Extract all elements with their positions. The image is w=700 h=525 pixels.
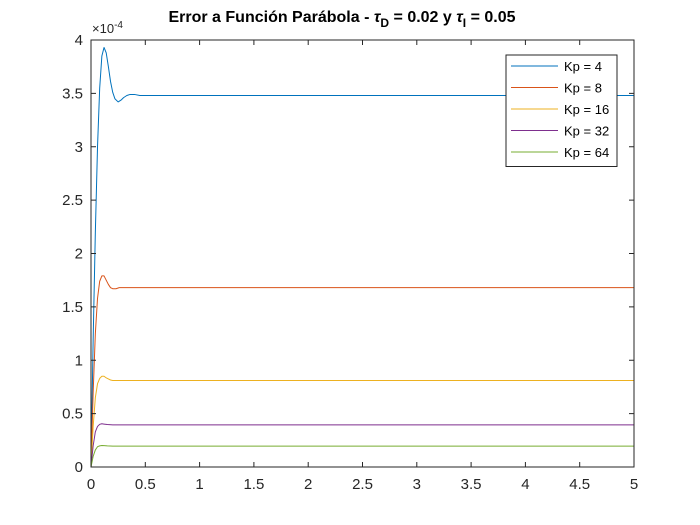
legend-box xyxy=(505,54,618,167)
axes: 0 0.5 1 1.5 2 2.5 3 3.5 4 4.5 5 0 0.5 1 1.5 2 2.5 3 3.5 4 xyxy=(62,32,638,493)
legend-label-4: Kp = 64 xyxy=(564,145,609,160)
title-part-tau-i: τ xyxy=(456,9,464,26)
title-part-sub-i: I xyxy=(463,16,466,30)
y-tick-label-3: 1.5 xyxy=(62,299,83,316)
x-tick-label-6: 3 xyxy=(413,476,421,493)
legend-label-1: Kp = 8 xyxy=(564,81,602,96)
x-tick-label-4: 2 xyxy=(304,476,312,493)
y-tick-label-7: 3.5 xyxy=(62,85,83,102)
y-tick-label-0: 0 xyxy=(75,459,83,476)
series-line-0 xyxy=(90,46,634,468)
x-tick-label-1: 0.5 xyxy=(135,476,156,493)
chart-title: Error a Función Parábola - τD = 0.02 y τ… xyxy=(168,9,515,30)
y-exponent-base: ×10 xyxy=(92,21,114,36)
legend-label-2: Kp = 16 xyxy=(564,102,609,117)
series-line-2 xyxy=(90,375,634,468)
y-tick-label-4: 2 xyxy=(75,246,83,263)
x-tick-label-7: 3.5 xyxy=(461,476,482,493)
legend-label-0: Kp = 4 xyxy=(564,59,602,74)
legend: Kp = 4 Kp = 8 Kp = 16 Kp = 32 Kp = 64 xyxy=(505,54,618,167)
y-exponent-label: ×10-4 xyxy=(92,20,123,36)
series-line-1 xyxy=(90,275,634,468)
legend-label-3: Kp = 32 xyxy=(564,124,609,139)
x-tick-label-8: 4 xyxy=(521,476,529,493)
y-tick-label-8: 4 xyxy=(75,32,83,49)
title-part-tau-d: τ xyxy=(374,9,382,26)
title-part-prefix: Error a Función Parábola - xyxy=(168,9,373,26)
y-exponent-power: -4 xyxy=(114,20,123,31)
x-tick-label-10: 5 xyxy=(630,476,638,493)
title-part-mid: = 0.02 y xyxy=(389,9,456,26)
y-tick-label-6: 3 xyxy=(75,139,83,156)
x-tick-label-9: 4.5 xyxy=(569,476,590,493)
series-line-3 xyxy=(90,423,634,468)
series-line-4 xyxy=(90,445,634,468)
x-tick-label-3: 1.5 xyxy=(243,476,264,493)
x-tick-label-2: 1 xyxy=(195,476,203,493)
y-tick-label-5: 2.5 xyxy=(62,192,83,209)
y-tick-label-1: 0.5 xyxy=(62,406,83,423)
x-tick-label-0: 0 xyxy=(87,476,95,493)
title-part-sub-d: D xyxy=(380,16,389,30)
title-part-suffix: = 0.05 xyxy=(466,9,515,26)
x-tick-label-5: 2.5 xyxy=(352,476,373,493)
y-tick-label-2: 1 xyxy=(75,352,83,369)
